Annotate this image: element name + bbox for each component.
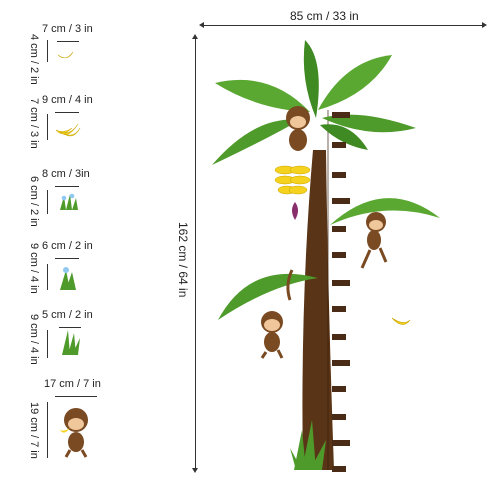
flower-grass-height-label: 9 cm / 4 in [28,243,40,294]
tree-banana-bunch [274,165,311,195]
banana-bunch-icon [55,123,81,137]
grass-tuft-width-label: 5 cm / 2 in [42,309,93,321]
monkey-right [360,212,388,269]
flower-grass-width-label: 6 cm / 2 in [42,240,93,252]
loose-banana [391,317,411,325]
grass-flowers-width-label: 8 cm / 3in [42,168,90,180]
trunk [302,150,334,470]
banana-single-height-label: 4 cm / 2 in [28,34,40,85]
monkey-icon [60,408,88,458]
grass-icon [62,330,80,355]
banana-single-width-label: 7 cm / 3 in [42,23,93,35]
monkey-left [260,269,294,359]
monkey-height-label: 19 cm / 7 in [28,402,40,459]
banana-flower [292,202,298,220]
palm-leaves-top [212,40,416,165]
monkey-top [286,106,310,151]
base-grass [290,420,326,470]
banana-icon [57,51,74,59]
palm-leaf-right [330,198,440,225]
palm-leaf-left [218,273,318,320]
banana-bunch-width-label: 9 cm / 4 in [42,94,93,106]
overall-width-label: 85 cm / 33 in [290,9,359,23]
grass-flowers-height-label: 6 cm / 2 in [28,176,40,227]
flower-icon [60,267,76,290]
flower-grass-icon [60,193,78,210]
overall-height-label: 162 cm / 64 in [176,222,190,298]
grass-tuft-height-label: 9 cm / 4 in [28,314,40,365]
banana-bunch-height-label: 7 cm / 3 in [28,98,40,149]
monkey-width-label: 17 cm / 7 in [44,378,101,390]
